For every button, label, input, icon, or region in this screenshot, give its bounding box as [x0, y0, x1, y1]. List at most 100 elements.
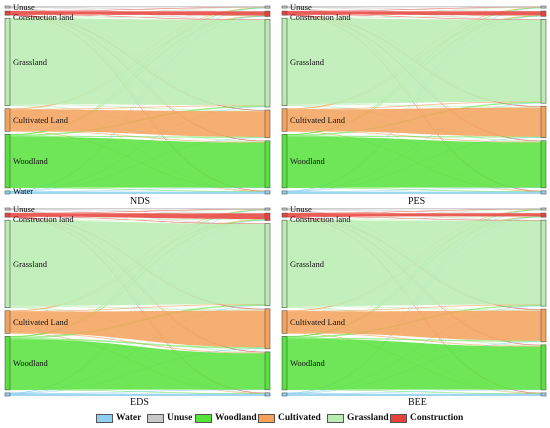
left-node-cultivated: [281, 310, 288, 334]
left-node-unuse: [281, 5, 288, 9]
left-node-construction: [281, 212, 288, 218]
right-node-unuse: [264, 5, 271, 9]
left-label-woodland: Woodland: [290, 358, 325, 368]
right-node-water: [540, 190, 547, 195]
right-node-unuse: [264, 207, 271, 211]
left-node-woodland: [4, 336, 11, 391]
flow-cultivated-to-cultivated: [10, 310, 265, 348]
flow-water-to-water: [287, 191, 541, 194]
left-node-grassland: [4, 17, 11, 107]
flow-woodland-to-woodland: [287, 136, 541, 188]
left-node-unuse: [281, 207, 288, 211]
left-node-cultivated: [4, 108, 11, 132]
flow-cultivated-to-cultivated: [287, 310, 541, 341]
legend-swatch-unuse: [147, 413, 164, 423]
legend-swatch-construction: [390, 413, 407, 423]
right-node-construction: [540, 212, 547, 218]
left-label-cultivated: Cultivated Land: [13, 317, 69, 327]
right-node-grassland: [540, 19, 547, 104]
left-node-unuse: [4, 207, 11, 211]
flow-cultivated-to-cultivated: [287, 107, 541, 137]
flow-grassland-to-grassland: [287, 220, 541, 307]
right-node-grassland: [264, 223, 271, 307]
left-node-water: [281, 190, 288, 195]
right-node-unuse: [540, 5, 547, 9]
right-node-cultivated: [540, 308, 547, 343]
right-node-water: [540, 392, 547, 397]
flow-water-to-water: [287, 393, 541, 396]
flow-woodland-to-woodland: [10, 136, 265, 188]
panel-title-nds: NDS: [130, 196, 151, 207]
flow-construction-to-construction: [10, 11, 265, 16]
legend-label-construction: Construction: [410, 413, 464, 423]
legend-item-unuse: Unuse: [147, 411, 192, 425]
panel-title-bee: BEE: [408, 397, 427, 408]
legend-item-cultivated: Cultivated: [258, 411, 321, 425]
flow-construction-to-construction: [287, 213, 541, 217]
left-label-woodland: Woodland: [290, 156, 325, 166]
right-node-woodland: [264, 351, 271, 391]
left-label-grassland: Grassland: [290, 57, 325, 67]
flow-unuse-to-unuse: [10, 208, 265, 210]
right-node-water: [264, 190, 271, 195]
left-label-construction: Construction land: [13, 12, 74, 22]
flow-construction-to-construction: [10, 213, 265, 220]
panel-title-pes: PES: [408, 196, 426, 207]
right-node-unuse: [540, 207, 547, 211]
flow-grassland-to-grassland: [287, 18, 541, 104]
left-label-unuse: Unuse: [13, 2, 35, 12]
left-label-cultivated: Cultivated Land: [290, 115, 346, 125]
left-node-grassland: [4, 219, 11, 309]
legend-swatch-water: [96, 413, 113, 423]
left-node-water: [4, 392, 11, 397]
left-label-grassland: Grassland: [13, 57, 48, 67]
flow-grassland-to-grassland: [10, 220, 265, 306]
flow-grassland-to-grassland: [10, 18, 265, 106]
right-node-woodland: [540, 140, 547, 189]
right-node-cultivated: [264, 109, 271, 139]
flow-water-to-water: [10, 191, 265, 194]
legend-item-construction: Construction: [390, 411, 463, 425]
left-node-water: [281, 392, 288, 397]
left-label-woodland: Woodland: [13, 156, 48, 166]
left-label-construction: Construction land: [290, 214, 351, 224]
left-label-woodland: Woodland: [13, 358, 48, 368]
legend-item-grassland: Grassland: [327, 411, 389, 425]
left-node-unuse: [4, 5, 11, 9]
flow-construction-to-construction: [287, 11, 541, 16]
right-node-construction: [540, 10, 547, 17]
right-node-construction: [264, 212, 271, 221]
left-label-unuse: Unuse: [13, 204, 35, 214]
flow-water-to-water: [10, 393, 265, 396]
legend-item-woodland: Woodland: [195, 411, 257, 425]
legend-label-woodland: Woodland: [215, 413, 257, 423]
left-node-woodland: [4, 134, 11, 189]
left-label-construction: Construction land: [290, 12, 351, 22]
right-node-grassland: [540, 219, 547, 307]
flow-woodland-to-woodland: [287, 338, 541, 390]
panel-title-eds: EDS: [130, 397, 149, 408]
right-node-woodland: [540, 344, 547, 391]
right-node-construction: [264, 10, 271, 17]
legend-label-grassland: Grassland: [347, 413, 389, 423]
legend-label-unuse: Unuse: [167, 413, 193, 423]
left-label-unuse: Unuse: [290, 2, 312, 12]
flow-unuse-to-unuse: [287, 6, 541, 8]
left-node-grassland: [281, 17, 288, 107]
left-node-cultivated: [281, 108, 288, 132]
left-label-grassland: Grassland: [290, 259, 325, 269]
left-node-construction: [281, 10, 288, 16]
left-node-woodland: [281, 134, 288, 189]
flow-woodland-to-woodland: [10, 339, 265, 390]
legend-label-water: Water: [116, 413, 142, 423]
flow-cultivated-to-cultivated: [10, 109, 265, 137]
left-node-grassland: [281, 219, 288, 309]
legend-swatch-woodland: [195, 413, 212, 423]
legend-swatch-cultivated: [258, 413, 275, 423]
left-node-construction: [4, 212, 11, 218]
